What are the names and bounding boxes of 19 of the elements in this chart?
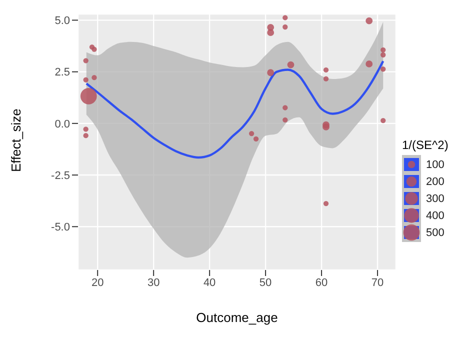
x-tick-label: 50 xyxy=(259,276,272,289)
legend-label: 500 xyxy=(426,226,444,238)
y-tick-label: -2.5 xyxy=(51,170,70,182)
legend-title: 1/(SE^2) xyxy=(402,138,448,152)
x-tick-label: 30 xyxy=(147,276,160,289)
legend-label: 200 xyxy=(426,176,444,188)
legend-label: 100 xyxy=(426,158,444,170)
legend-label: 300 xyxy=(426,192,444,204)
x-tick-label: 60 xyxy=(315,276,328,289)
y-tick-label: 5.0 xyxy=(54,15,70,28)
y-tick-label: -5.0 xyxy=(51,222,70,234)
x-axis-title: Outcome_age xyxy=(196,310,278,325)
y-tick-label: 2.5 xyxy=(54,66,70,79)
legend-label: 400 xyxy=(426,210,444,222)
x-tick-label: 20 xyxy=(91,276,104,289)
x-tick-label: 70 xyxy=(371,276,384,289)
y-axis-title: Effect_size xyxy=(8,108,24,172)
y-tick-label: 0.0 xyxy=(54,118,70,130)
x-tick-label: 40 xyxy=(203,276,216,289)
